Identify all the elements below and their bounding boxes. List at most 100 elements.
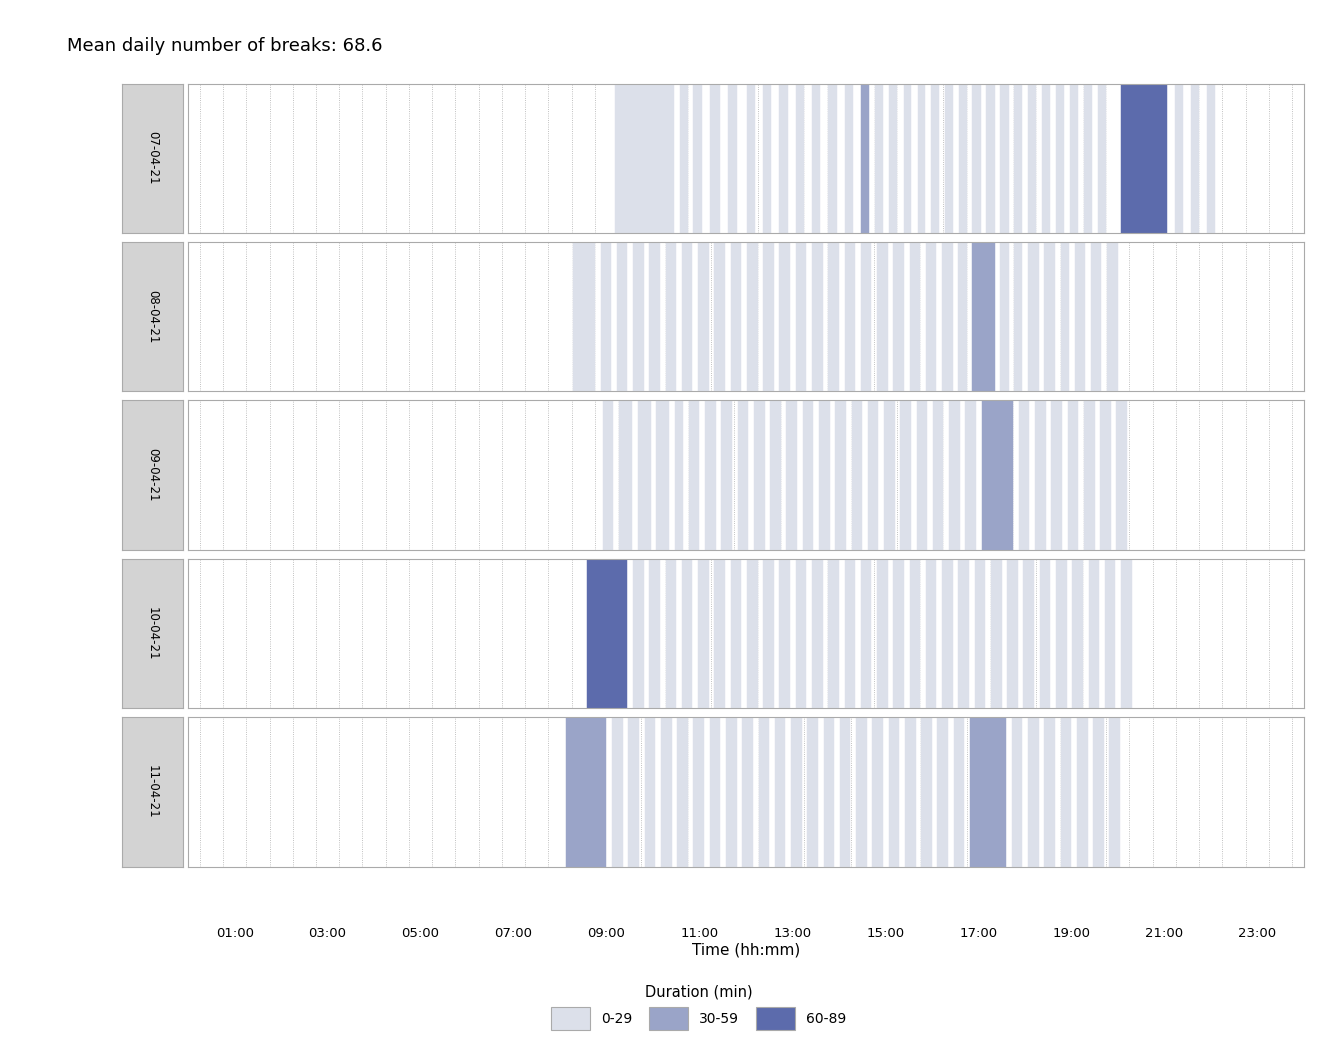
Bar xyxy=(681,242,692,392)
Bar xyxy=(1017,400,1030,550)
Bar xyxy=(688,400,699,550)
Bar xyxy=(1013,84,1023,233)
Bar xyxy=(806,717,818,867)
Bar xyxy=(973,559,985,708)
Bar xyxy=(774,717,785,867)
Bar xyxy=(945,84,953,233)
Bar xyxy=(991,559,1001,708)
Bar xyxy=(999,84,1008,233)
Bar xyxy=(742,717,753,867)
Bar xyxy=(871,717,883,867)
Bar xyxy=(828,559,839,708)
Bar xyxy=(818,400,829,550)
Bar xyxy=(602,400,613,550)
Bar xyxy=(571,242,595,392)
Bar xyxy=(1087,559,1099,708)
Bar xyxy=(714,242,724,392)
Bar xyxy=(758,717,769,867)
Bar xyxy=(692,717,704,867)
Bar xyxy=(844,84,853,233)
Bar xyxy=(778,242,790,392)
Bar xyxy=(801,400,813,550)
Bar xyxy=(724,717,737,867)
Bar xyxy=(698,242,708,392)
Bar xyxy=(1120,84,1167,233)
Bar xyxy=(720,400,732,550)
Bar xyxy=(921,717,931,867)
Bar xyxy=(1097,84,1106,233)
Bar xyxy=(892,242,905,392)
Bar xyxy=(1189,84,1199,233)
Bar xyxy=(1023,559,1034,708)
Text: 07-04-21: 07-04-21 xyxy=(146,132,159,185)
Bar xyxy=(632,242,644,392)
Bar xyxy=(899,400,911,550)
Bar xyxy=(790,717,801,867)
Bar xyxy=(737,400,749,550)
Bar xyxy=(730,242,742,392)
Bar xyxy=(851,400,862,550)
Bar xyxy=(586,559,628,708)
Bar xyxy=(698,559,708,708)
Bar xyxy=(883,400,895,550)
Bar xyxy=(637,400,650,550)
Bar xyxy=(957,559,969,708)
Bar xyxy=(828,242,839,392)
Bar xyxy=(673,400,683,550)
Bar xyxy=(1173,84,1183,233)
Bar xyxy=(746,242,758,392)
Bar xyxy=(948,400,960,550)
Bar xyxy=(1034,400,1046,550)
Bar xyxy=(1090,242,1102,392)
Bar xyxy=(887,84,896,233)
Bar xyxy=(909,242,921,392)
Bar xyxy=(727,84,737,233)
Bar xyxy=(762,559,774,708)
Bar xyxy=(925,559,937,708)
Bar xyxy=(746,84,755,233)
Bar xyxy=(648,559,660,708)
Bar xyxy=(794,242,806,392)
Bar xyxy=(1042,84,1051,233)
Bar xyxy=(1116,400,1128,550)
Bar xyxy=(704,400,716,550)
Bar xyxy=(855,717,867,867)
Text: 11-04-21: 11-04-21 xyxy=(146,765,159,818)
Bar xyxy=(844,559,855,708)
Bar xyxy=(915,400,927,550)
Bar xyxy=(681,559,692,708)
Bar xyxy=(844,242,855,392)
Text: Time (hh:mm): Time (hh:mm) xyxy=(692,943,800,957)
Bar xyxy=(874,84,883,233)
Bar xyxy=(616,242,628,392)
Bar xyxy=(628,717,638,867)
Bar xyxy=(828,84,836,233)
Bar xyxy=(730,559,742,708)
Bar xyxy=(930,84,939,233)
Bar xyxy=(958,84,966,233)
Bar xyxy=(969,717,1007,867)
Bar xyxy=(810,559,823,708)
Bar xyxy=(1043,242,1055,392)
Bar xyxy=(985,84,995,233)
Bar xyxy=(714,559,724,708)
Bar xyxy=(753,400,765,550)
Text: Mean daily number of breaks: 68.6: Mean daily number of breaks: 68.6 xyxy=(67,37,383,54)
Bar xyxy=(679,84,688,233)
Bar xyxy=(1083,84,1093,233)
Bar xyxy=(909,559,921,708)
Bar xyxy=(708,717,720,867)
Bar xyxy=(794,84,804,233)
Bar xyxy=(839,717,851,867)
Bar xyxy=(810,242,823,392)
Bar xyxy=(999,242,1008,392)
Bar xyxy=(664,559,676,708)
Bar xyxy=(1106,242,1118,392)
Bar xyxy=(941,559,953,708)
Bar xyxy=(794,559,806,708)
Bar xyxy=(1120,559,1132,708)
Bar xyxy=(937,717,948,867)
Bar xyxy=(860,559,871,708)
Bar xyxy=(664,242,676,392)
Bar xyxy=(708,84,720,233)
